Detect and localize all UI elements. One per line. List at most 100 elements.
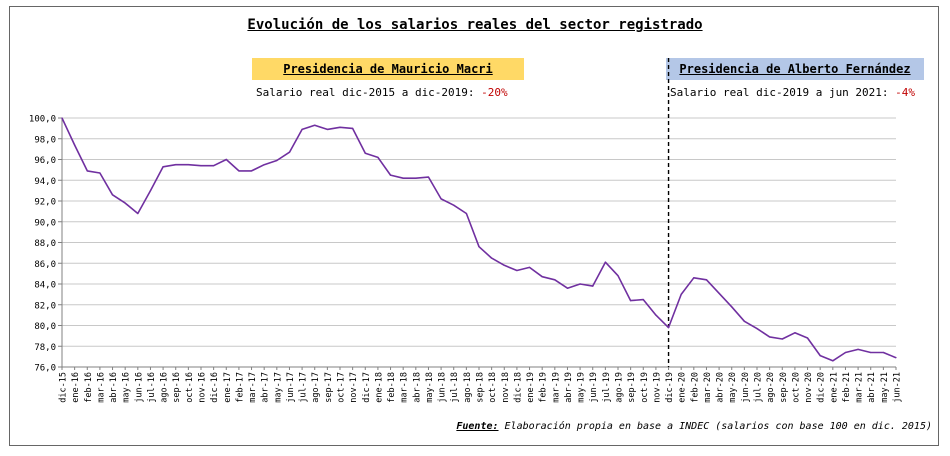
x-tick-label: abr-17 — [261, 372, 271, 403]
x-tick-label: may-19 — [577, 372, 587, 403]
data-point — [415, 177, 417, 179]
x-tick-label: feb-17 — [235, 372, 245, 403]
data-point — [86, 170, 88, 172]
x-tick-label: jul-16 — [147, 372, 157, 403]
data-point — [541, 276, 543, 278]
x-tick-label: feb-18 — [387, 372, 397, 403]
data-point — [213, 165, 215, 167]
data-point — [554, 279, 556, 281]
x-tick-label: ago-19 — [615, 372, 625, 403]
data-point — [705, 279, 708, 281]
source-text: Elaboración propia en base a INDEC (sala… — [498, 421, 932, 432]
x-tick-label: feb-19 — [539, 372, 549, 403]
chart-title: Evolución de los salarios reales del sec… — [247, 17, 703, 33]
macri-presidency-label: Presidencia de Mauricio Macri — [252, 58, 524, 80]
x-tick-label: may-18 — [425, 372, 435, 403]
x-tick-label: may-17 — [273, 372, 283, 403]
x-tick-labels: dic-15 ene-16 feb-16 mar-16 abr-16 may-16 jun-… — [59, 372, 903, 403]
x-tick-label: mar-21 — [855, 372, 865, 403]
data-point — [491, 257, 493, 259]
data-point — [806, 337, 809, 339]
x-tick-label: ago-20 — [766, 372, 776, 403]
x-tick-label: ene-21 — [829, 372, 839, 403]
series-real-salary — [61, 117, 897, 362]
data-point — [326, 128, 328, 131]
y-tick-labels: 100,0 98,0 96,0 94,0 92,0 90,0 88,0 86,0 84,0 82,… — [29, 115, 56, 374]
x-tick-label: abr-20 — [716, 372, 726, 403]
x-tick-label: dic-16 — [210, 372, 220, 403]
y-tick-label: 84,0 — [34, 281, 56, 291]
y-tick-label: 88,0 — [34, 239, 56, 249]
data-point — [769, 336, 771, 338]
y-tick-label: 86,0 — [34, 260, 56, 270]
x-tick-label: jun-19 — [589, 372, 599, 403]
data-point — [301, 128, 303, 131]
x-tick-label: jun-20 — [741, 372, 751, 403]
x-tick-label: jun-17 — [286, 372, 296, 403]
y-tick-label: 80,0 — [34, 322, 56, 332]
data-point — [137, 212, 139, 215]
x-tick-label: dic-15 — [59, 372, 69, 403]
data-point — [844, 351, 847, 354]
data-point — [579, 283, 581, 285]
data-point — [339, 126, 341, 128]
data-point — [604, 261, 606, 263]
x-tick-label: nov-16 — [198, 372, 208, 403]
x-tick-label: mar-19 — [551, 372, 561, 403]
source-label: Fuente: — [456, 421, 499, 432]
x-tick-label: jun-18 — [438, 372, 448, 403]
x-tick-label: ago-18 — [463, 372, 473, 403]
data-point — [617, 275, 619, 277]
data-point — [465, 212, 467, 215]
data-point — [870, 351, 872, 354]
fernandez-salary-change: Salario real dic-2019 a jun 2021: -4% — [670, 86, 915, 99]
data-point — [364, 152, 366, 154]
data-point — [794, 332, 796, 334]
x-tick-label: oct-18 — [488, 372, 498, 403]
y-tick-label: 94,0 — [34, 177, 56, 187]
data-point — [819, 354, 821, 357]
data-point — [478, 246, 480, 248]
data-point — [882, 351, 884, 354]
data-point — [743, 320, 745, 322]
data-point — [693, 277, 695, 279]
x-tick-label: ene-20 — [678, 372, 688, 403]
data-point — [99, 172, 101, 174]
data-point — [857, 348, 859, 350]
data-point — [427, 176, 430, 178]
macri-salary-change: Salario real dic-2015 a dic-2019: -20% — [256, 86, 508, 99]
x-tick-label: sep-16 — [172, 372, 182, 403]
y-tick-label: 92,0 — [34, 198, 56, 208]
y-tick-label: 76,0 — [34, 364, 56, 374]
x-tick-label: oct-17 — [337, 372, 347, 403]
data-point — [731, 306, 733, 308]
x-tick-label: jul-18 — [450, 372, 460, 403]
x-tick-label: jun-16 — [134, 372, 144, 403]
data-point — [61, 117, 63, 119]
data-point — [263, 164, 265, 166]
x-tick-label: abr-21 — [867, 372, 877, 403]
data-point — [642, 298, 644, 301]
x-tick-label: ene-18 — [374, 372, 384, 403]
data-point — [225, 158, 227, 161]
y-tick-label: 100,0 — [29, 115, 56, 125]
data-point — [453, 204, 455, 206]
x-tick-label: ago-16 — [160, 372, 170, 403]
x-tick-label: mar-17 — [248, 372, 258, 403]
x-tick-label: oct-19 — [640, 372, 650, 403]
data-point — [781, 338, 783, 340]
data-point — [352, 127, 354, 129]
data-point — [250, 170, 253, 172]
y-tick-label: 96,0 — [34, 156, 56, 166]
x-tick-label: nov-17 — [349, 372, 359, 403]
data-point — [162, 166, 164, 168]
macri-salary-text: Salario real dic-2015 a dic-2019: — [256, 86, 482, 99]
data-point — [680, 293, 682, 295]
data-point — [288, 151, 291, 153]
data-point — [756, 328, 758, 330]
x-tick-label: sep-18 — [476, 372, 486, 403]
data-point — [895, 357, 897, 359]
data-point — [74, 144, 76, 146]
data-point — [149, 190, 152, 192]
x-tick-label: abr-16 — [109, 372, 119, 403]
